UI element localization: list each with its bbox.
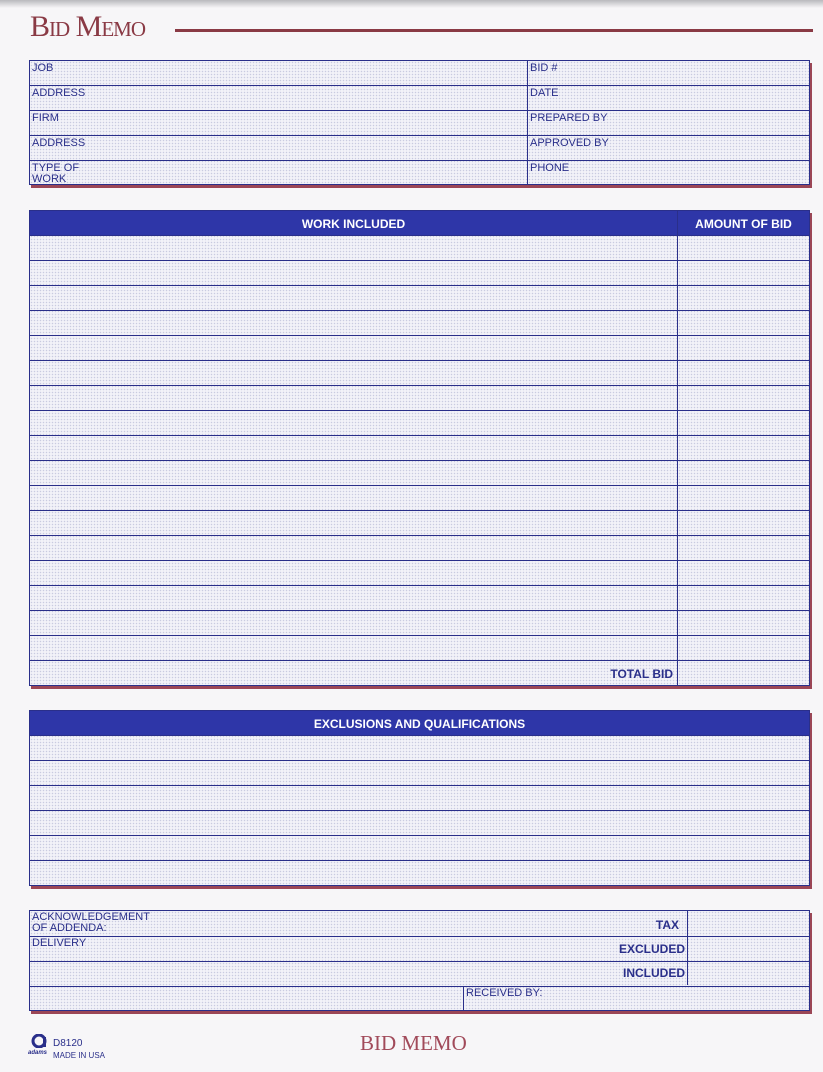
- field-label: DATE: [530, 87, 559, 99]
- work-row[interactable]: [30, 635, 809, 636]
- tax-label: TAX: [655, 918, 679, 932]
- work-row[interactable]: [30, 360, 809, 361]
- work-row[interactable]: [30, 460, 809, 461]
- work-row[interactable]: [30, 510, 809, 511]
- field-label: FIRM: [32, 112, 59, 124]
- exclusions-heading: EXCLUSIONS AND QUALIFICATIONS: [313, 717, 526, 731]
- exclusion-row[interactable]: [30, 810, 809, 811]
- included-label: INCLUDED: [623, 966, 685, 980]
- scan-edge: [0, 0, 823, 8]
- exclusion-row[interactable]: [30, 860, 809, 861]
- work-row[interactable]: [30, 285, 809, 286]
- row-line: [30, 936, 809, 937]
- exclusion-row[interactable]: [30, 785, 809, 786]
- work-row[interactable]: [30, 410, 809, 411]
- field-label: ADDRESS: [32, 137, 86, 149]
- field-label: PHONE: [530, 162, 570, 174]
- form-code: D8120: [53, 1038, 83, 1049]
- work-included-table: WORK INCLUDED AMOUNT OF BID TOTAL BID: [29, 210, 810, 686]
- row-line: [30, 986, 809, 987]
- exclusion-row[interactable]: [30, 735, 809, 736]
- divider: [687, 911, 688, 985]
- total-bid-label: TOTAL BID: [610, 667, 673, 681]
- field-label: BID #: [530, 62, 558, 74]
- exclusions-header: EXCLUSIONS AND QUALIFICATIONS: [30, 711, 809, 736]
- made-in-usa: MADE IN USA: [53, 1051, 106, 1060]
- exclusion-row[interactable]: [30, 835, 809, 836]
- job-info-table: JOB BID # ADDRESS DATE FIRM PREPARED BY ADDRES…: [29, 60, 810, 185]
- work-row[interactable]: [30, 310, 809, 311]
- work-row[interactable]: [30, 585, 809, 586]
- delivery-label: DELIVERY: [32, 937, 87, 949]
- footer-title: BID MEMO: [360, 1031, 467, 1055]
- bottom-table: ACKNOWLEDGEMENT OF ADDENDA: DELIVERY TAX…: [29, 910, 810, 1011]
- exclusions-table: EXCLUSIONS AND QUALIFICATIONS: [29, 710, 810, 886]
- row-line: [30, 135, 809, 136]
- work-row[interactable]: [30, 235, 809, 236]
- adams-logo-icon: [30, 1033, 50, 1049]
- row-line: [30, 85, 809, 86]
- work-row[interactable]: [30, 660, 809, 661]
- excluded-label: EXCLUDED: [618, 942, 685, 956]
- brand: adams: [28, 1050, 48, 1056]
- field-label: TYPE OF WORK: [32, 162, 80, 185]
- field-label: PREPARED BY: [530, 112, 608, 124]
- field-label: APPROVED BY: [530, 137, 609, 149]
- received-by-label: RECEIVED BY:: [466, 987, 543, 999]
- row-line: [30, 961, 809, 962]
- amount-divider: [677, 211, 678, 685]
- amount-heading: AMOUNT OF BID: [695, 217, 792, 231]
- title-rule: [175, 29, 813, 32]
- work-row[interactable]: [30, 435, 809, 436]
- row-line: [30, 160, 809, 161]
- work-row[interactable]: [30, 260, 809, 261]
- divider: [463, 986, 464, 1010]
- page-title: Bid Memo: [30, 10, 146, 43]
- field-label: ADDRESS: [32, 87, 86, 99]
- work-row[interactable]: [30, 485, 809, 486]
- exclusion-row[interactable]: [30, 760, 809, 761]
- work-row[interactable]: [30, 335, 809, 336]
- row-line: [30, 110, 809, 111]
- field-label: JOB: [32, 62, 54, 74]
- divider: [527, 61, 528, 184]
- work-row[interactable]: [30, 560, 809, 561]
- work-row[interactable]: [30, 535, 809, 536]
- acknowledgement-label: ACKNOWLEDGEMENT OF ADDENDA:: [32, 911, 150, 934]
- work-row[interactable]: [30, 610, 809, 611]
- work-row[interactable]: [30, 385, 809, 386]
- work-included-heading: WORK INCLUDED: [301, 217, 406, 231]
- work-header: WORK INCLUDED AMOUNT OF BID: [30, 211, 809, 236]
